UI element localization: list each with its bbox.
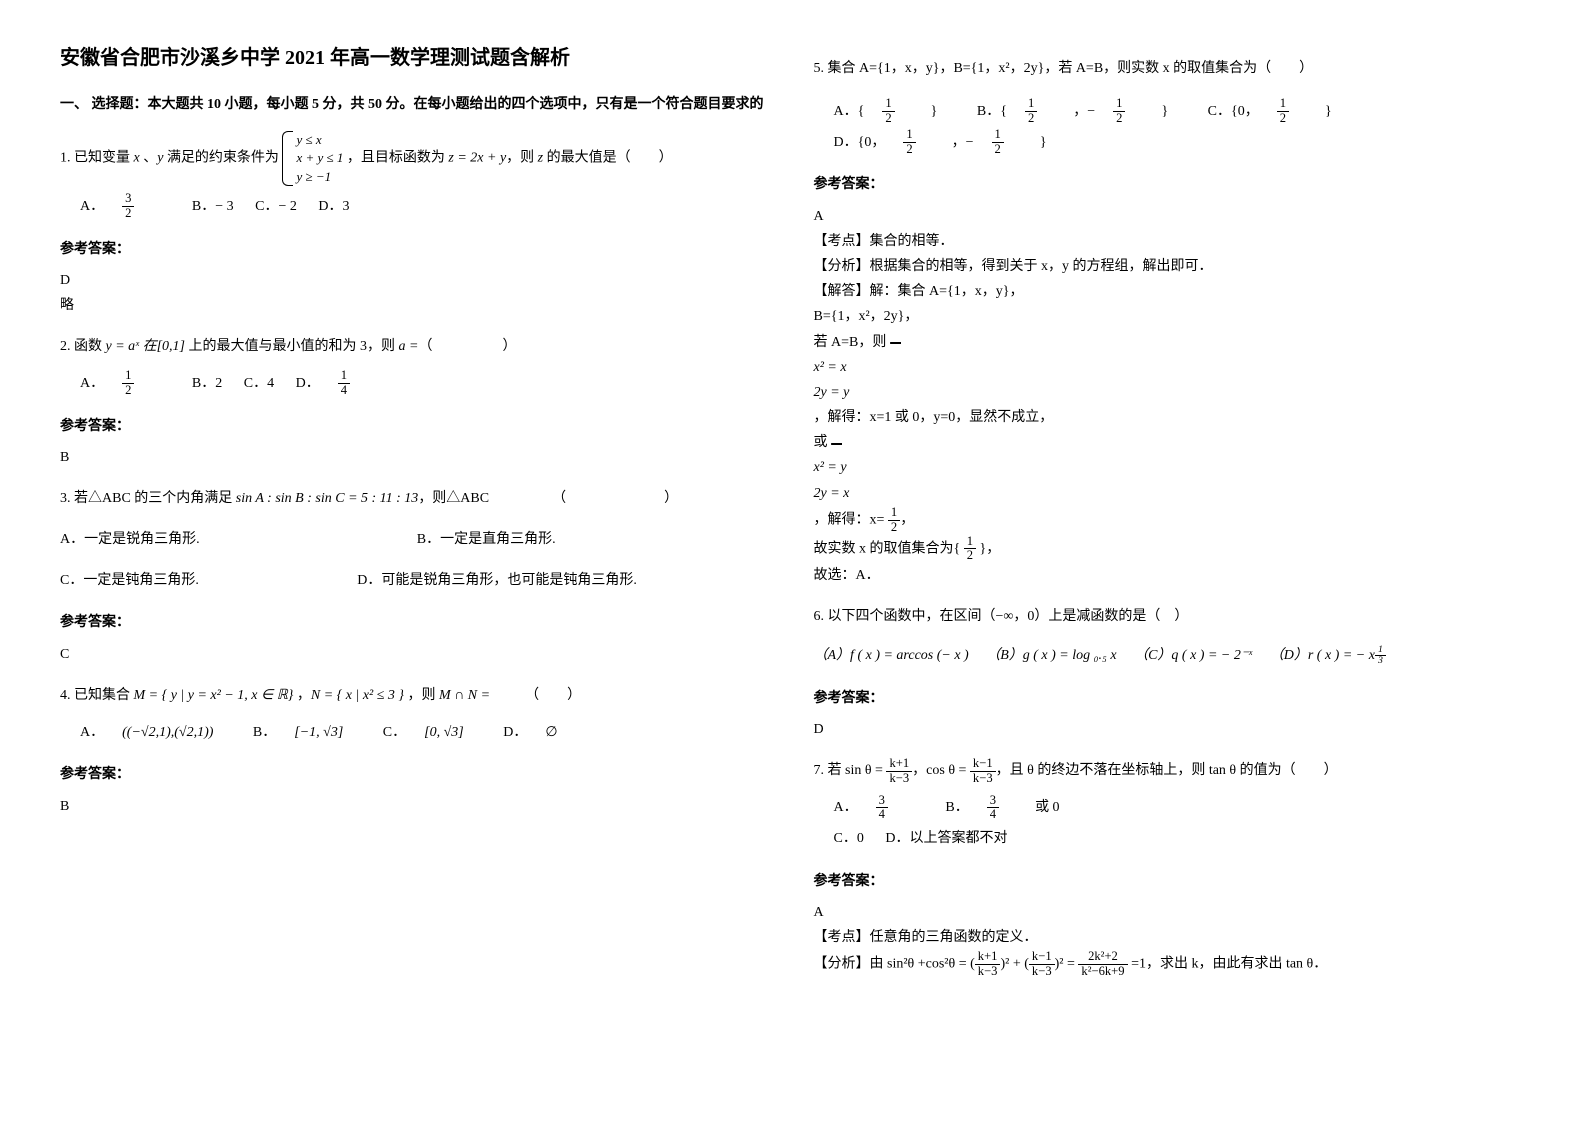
q1-system: y ≤ x x + y ≤ 1 y ≥ −1 [282,131,343,186]
q1-options: A．32 B．− 3 C．− 2 D．3 [80,192,774,223]
q1-text: 1. 已知变量 [60,151,134,166]
question-2: 2. 函数 y = aˣ 在[0,1] 上的最大值与最小值的和为 3，则 a =… [60,332,774,400]
question-1: 1. 已知变量 x 、y 满足的约束条件为 y ≤ x x + y ≤ 1 y … [60,131,774,222]
question-7: 7. 若 sin θ = k+1k−3，cos θ = k−1k−3，且 θ 的… [814,756,1528,854]
question-4: 4. 已知集合 M = { y | y = x² − 1, x ∈ ℝ} ，N … [60,681,774,749]
q2-answer: B [60,445,774,470]
question-3: 3. 若△ABC 的三个内角满足 sin A : sin B : sin C =… [60,484,774,596]
page-title: 安徽省合肥市沙溪乡中学 2021 年高一数学理测试题含解析 [60,40,774,76]
q3-answer: C [60,642,774,667]
q1-note: 略 [60,293,774,318]
q5-answer: A [814,204,1528,229]
section-heading: 一、 选择题：本大题共 10 小题，每小题 5 分，共 50 分。在每小题给出的… [60,92,774,117]
q1-answer: D [60,268,774,293]
q4-options: A．((−√2,1),(√2,1)) B．[−1, √3] C．[0, √3] … [80,718,774,749]
q6-answer: D [814,717,1528,742]
q7-options: A．34 B．34 或 0 C．0 D．以上答案都不对 [834,793,1528,855]
q2-options: A．12 B．2 C．4 D．14 [80,369,774,400]
question-5: 5. 集合 A={1，x，y}，B={1，x²，2y}，若 A=B，则实数 x … [814,54,1528,158]
q7-answer: A [814,900,1528,925]
question-6: 6. 以下四个函数中，在区间（−∞，0）上是减函数的是（ ） （A）f ( x … [814,602,1528,672]
q5-options: A．{12} B．{12，−12} C．{0，12 } D．{0，12，−12} [834,97,1528,159]
q4-answer: B [60,794,774,819]
answer-label: 参考答案： [60,237,774,262]
